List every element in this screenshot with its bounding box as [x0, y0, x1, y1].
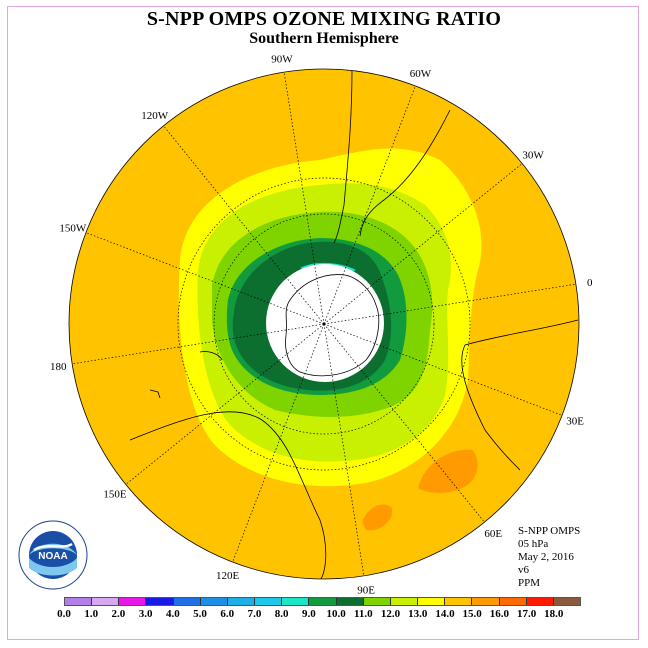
legend-swatch — [92, 598, 120, 605]
longitude-label: 60W — [410, 68, 432, 80]
legend-swatch — [472, 598, 500, 605]
legend-tick-label: 13.0 — [408, 608, 428, 620]
legend-swatch — [146, 598, 174, 605]
legend-swatch — [390, 598, 419, 605]
legend-tick-label: 0.0 — [57, 608, 71, 620]
coast-australia — [129, 411, 327, 579]
info-version: v6 — [518, 564, 529, 576]
legend-swatch — [526, 598, 554, 605]
figure-frame — [7, 6, 639, 640]
longitude-label: 30W — [522, 150, 544, 162]
color-legend — [64, 597, 581, 606]
map-border — [68, 68, 580, 580]
coast-new-zealand — [149, 351, 223, 399]
legend-swatch — [336, 598, 364, 605]
legend-tick-label: 17.0 — [516, 608, 537, 620]
meridian-line — [125, 323, 325, 485]
legend-swatch — [173, 598, 201, 605]
meridian-line — [72, 323, 325, 365]
legend-swatch — [499, 598, 527, 605]
meridian-line — [323, 163, 523, 325]
legend-tick-label: 7.0 — [247, 608, 262, 620]
longitude-labels: 90W 60W 30W 0 30E 60E 90E 120E 150E 180 150W 120W — [50, 53, 593, 596]
legend-swatch — [200, 598, 228, 605]
legend-swatch — [363, 598, 391, 605]
map-title: S-NPP OMPS OZONE MIXING RATIO — [146, 8, 502, 30]
latitude-circle-a — [177, 177, 471, 471]
info-level: 05 hPa — [518, 538, 549, 550]
legend-tick-label: 10.0 — [326, 608, 346, 620]
info-date: May 2, 2016 — [518, 551, 574, 563]
meridian-line — [323, 323, 563, 416]
legend-tick-label: 6.0 — [220, 608, 235, 620]
info-units: PPM — [518, 577, 541, 589]
coast-south-america — [333, 69, 353, 244]
legend-tick-label: 8.0 — [274, 608, 289, 620]
legend-tick-label: 1.0 — [84, 608, 99, 620]
longitude-label: 30E — [566, 415, 584, 427]
coast-africa — [461, 319, 579, 471]
legend-tick-label: 2.0 — [111, 608, 126, 620]
legend-tick-label: 18.0 — [544, 608, 564, 620]
noaa-logo: NOAA — [18, 520, 88, 590]
legend-tick-label: 14.0 — [435, 608, 455, 620]
meridian-lines — [72, 72, 576, 576]
latitude-circle-b — [213, 213, 435, 435]
legend-tick-label: 16.0 — [489, 608, 509, 620]
legend-tick-label: 12.0 — [380, 608, 401, 620]
legend-ticks: 0.0 1.0 2.0 3.0 4.0 5.0 6.0 7.0 8.0 9.0 10.0 11.0 12… — [52, 608, 593, 622]
longitude-label: 150W — [59, 223, 87, 235]
longitude-label: 0 — [587, 277, 593, 289]
meridian-line — [232, 323, 325, 563]
legend-swatch — [227, 598, 256, 605]
logo-text: NOAA — [38, 551, 67, 562]
info-block: S-NPP OMPS 05 hPa May 2, 2016 v6 PPM — [518, 525, 580, 590]
meridian-line — [323, 323, 485, 523]
pole-marker — [322, 322, 326, 326]
meridian-line — [283, 72, 325, 325]
longitude-label: 180 — [50, 361, 67, 373]
field-dark-orange-b — [362, 504, 393, 531]
legend-swatch — [445, 598, 473, 605]
info-instrument: S-NPP OMPS — [518, 525, 581, 537]
legend-swatch — [65, 598, 93, 605]
legend-swatch — [418, 598, 446, 605]
longitude-label: 120W — [141, 110, 169, 122]
legend-tick-label: 5.0 — [193, 608, 207, 620]
meridian-line — [323, 323, 365, 576]
meridian-line — [323, 283, 576, 325]
longitude-label: 150E — [103, 488, 127, 500]
map-subtitle: Southern Hemisphere — [249, 30, 399, 47]
coast-south-america-east — [359, 109, 451, 237]
legend-tick-label: 15.0 — [462, 608, 482, 620]
legend-tick-label: 3.0 — [138, 608, 153, 620]
legend-swatch — [255, 598, 283, 605]
coast-antarctica — [285, 274, 380, 377]
legend-swatch — [119, 598, 147, 605]
legend-tick-label: 11.0 — [353, 608, 373, 620]
meridian-line — [323, 85, 416, 325]
longitude-label: 120E — [216, 570, 240, 582]
field-dark-orange-a — [418, 449, 478, 494]
longitude-label: 90W — [271, 53, 293, 65]
longitude-label: 60E — [484, 528, 502, 540]
meridian-line — [85, 232, 325, 325]
legend-swatch — [282, 598, 310, 605]
legend-swatch — [553, 598, 580, 605]
legend-tick-label: 9.0 — [302, 608, 316, 620]
legend-tick-label: 4.0 — [165, 608, 180, 620]
legend-swatch — [309, 598, 337, 605]
meridian-line — [163, 125, 325, 325]
longitude-label: 90E — [357, 585, 375, 597]
